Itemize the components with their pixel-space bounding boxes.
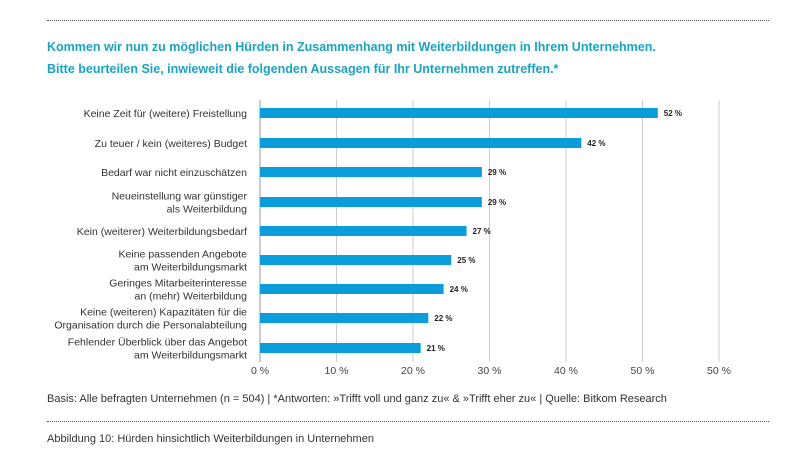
data-label: 52 % — [664, 109, 682, 118]
data-label: 24 % — [450, 285, 468, 294]
data-label: 29 % — [488, 168, 506, 177]
category-label: Geringes Mitarbeiterinteresse — [109, 278, 247, 290]
basis-note: Basis: Alle befragten Unternehmen (n = 5… — [47, 393, 667, 405]
category-label: Keine passenden Angebote — [119, 249, 248, 261]
category-label: Zu teuer / kein (weiteres) Budget — [95, 138, 247, 150]
category-label: Keine Zeit für (weitere) Freistellung — [84, 108, 248, 120]
x-tick-label: 0 % — [251, 365, 269, 377]
x-tick-label: 50 % — [707, 365, 731, 377]
x-tick-label: 30 % — [478, 365, 502, 377]
data-label: 29 % — [488, 198, 506, 207]
divider-bottom — [47, 421, 769, 422]
data-label: 25 % — [457, 256, 475, 265]
bar — [260, 255, 452, 265]
category-label: an (mehr) Weiterbildung — [135, 291, 248, 303]
category-label: Bedarf war nicht einzuschätzen — [101, 167, 247, 179]
data-label: 27 % — [473, 227, 491, 236]
category-label: Neueinstellung war günstiger — [112, 191, 248, 203]
x-tick-label: 20 % — [401, 365, 425, 377]
category-label: Fehlender Überblick über das Angebot — [68, 337, 247, 349]
category-label: am Weiterbildungsmarkt — [134, 262, 247, 274]
data-label: 21 % — [427, 344, 445, 353]
bar — [260, 138, 582, 148]
data-label: 22 % — [434, 314, 452, 323]
category-label: Kein (weiterer) Weiterbildungsbedarf — [77, 226, 247, 238]
category-label: Keine (weiteren) Kapazitäten für die — [80, 307, 247, 319]
x-tick-label: 40 % — [554, 365, 578, 377]
x-tick-label: 50 % — [631, 365, 655, 377]
chart-title-line-2: Bitte beurteilen Sie, inwieweit die folg… — [47, 62, 559, 76]
figure-caption: Abbildung 10: Hürden hinsichtlich Weiter… — [47, 433, 374, 445]
data-label: 42 % — [587, 139, 605, 148]
bar — [260, 284, 444, 294]
category-label: am Weiterbildungsmarkt — [134, 350, 247, 362]
x-tick-label: 10 % — [325, 365, 349, 377]
bar — [260, 226, 467, 236]
bar — [260, 108, 658, 118]
bar — [260, 313, 429, 323]
category-label: Organisation durch die Personalabteilung — [54, 320, 247, 332]
chart-title-line-1: Kommen wir nun zu möglichen Hürden in Zu… — [47, 40, 656, 54]
divider-top — [47, 20, 769, 21]
bar — [260, 197, 482, 207]
category-label: als Weiterbildung — [167, 204, 248, 216]
bar — [260, 343, 421, 353]
bar — [260, 167, 482, 177]
